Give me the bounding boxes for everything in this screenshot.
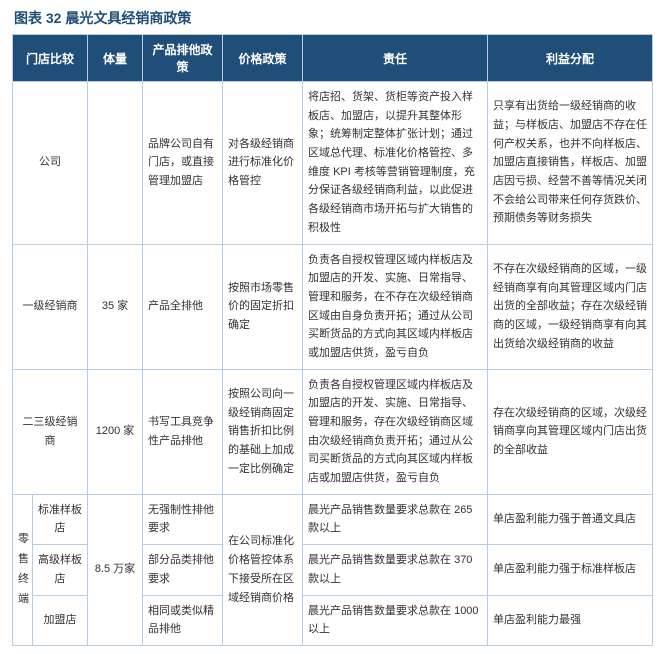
cell-level1-responsibility: 负责各自授权管理区域内样板店及加盟店的开发、实施、日常指导、管理和服务，在不存在… [303, 244, 488, 369]
cell-level23-volume: 1200 家 [88, 369, 143, 494]
cell-franchise-name: 加盟店 [33, 595, 88, 645]
cell-level23-price: 按照公司向一级经销商固定销售折扣比例的基础上加成一定比例确定 [223, 369, 303, 494]
cell-level23-product: 书写工具竞争性产品排他 [143, 369, 223, 494]
cell-standard-responsibility: 晨光产品销售数量要求总款在 265 款以上 [303, 494, 488, 544]
cell-franchise-responsibility: 晨光产品销售数量要求总款在 1000 以上 [303, 595, 488, 645]
cell-premium-responsibility: 晨光产品销售数量要求总款在 370 款以上 [303, 545, 488, 595]
header-price: 价格政策 [223, 35, 303, 82]
policy-table: 门店比较 体量 产品排他政策 价格政策 责任 利益分配 公司 品牌公司自有门店，… [12, 34, 653, 646]
header-store: 门店比较 [13, 35, 88, 82]
table-row: 公司 品牌公司自有门店，或直接管理加盟店 对各级经销商进行标准化价格管控 将店招… [13, 82, 653, 245]
cell-company-responsibility: 将店招、货架、货柜等资产投入样板店、加盟店，以提升其整体形象；统筹制定整体扩张计… [303, 82, 488, 245]
cell-standard-name: 标准样板店 [33, 494, 88, 544]
cell-retail-group: 零售终端 [13, 494, 33, 645]
cell-level1-volume: 35 家 [88, 244, 143, 369]
cell-company-product: 品牌公司自有门店，或直接管理加盟店 [143, 82, 223, 245]
cell-company-price: 对各级经销商进行标准化价格管控 [223, 82, 303, 245]
cell-premium-profit: 单店盈利能力强于标准样板店 [488, 545, 653, 595]
cell-franchise-product: 相同或类似精品排他 [143, 595, 223, 645]
header-profit: 利益分配 [488, 35, 653, 82]
cell-retail-volume: 8.5 万家 [88, 494, 143, 645]
cell-retail-price: 在公司标准化价格管控体系下接受所在区域经销商价格 [223, 494, 303, 645]
cell-company-name: 公司 [13, 82, 88, 245]
table-row: 二三级经销商 1200 家 书写工具竞争性产品排他 按照公司向一级经销商固定销售… [13, 369, 653, 494]
table-row: 零售终端 标准样板店 8.5 万家 无强制性排他要求 在公司标准化价格管控体系下… [13, 494, 653, 544]
cell-level1-price: 按照市场零售价的固定折扣确定 [223, 244, 303, 369]
cell-standard-product: 无强制性排他要求 [143, 494, 223, 544]
cell-level1-product: 产品全排他 [143, 244, 223, 369]
cell-company-profit: 只享有出货给一级经销商的收益；与样板店、加盟店不存在任何产权关系，也并不向样板店… [488, 82, 653, 245]
header-row: 门店比较 体量 产品排他政策 价格政策 责任 利益分配 [13, 35, 653, 82]
header-responsibility: 责任 [303, 35, 488, 82]
table-title: 图表 32 晨光文具经销商政策 [12, 8, 648, 28]
cell-franchise-profit: 单店盈利能力最强 [488, 595, 653, 645]
header-product: 产品排他政策 [143, 35, 223, 82]
cell-company-volume [88, 82, 143, 245]
cell-premium-product: 部分品类排他要求 [143, 545, 223, 595]
cell-level1-profit: 不存在次级经销商的区域，一级经销商享有向其管理区域内门店出货的全部收益；存在次级… [488, 244, 653, 369]
cell-level23-responsibility: 负责各自授权管理区域内样板店及加盟店的开发、实施、日常指导、管理和服务，存在次级… [303, 369, 488, 494]
cell-level23-name: 二三级经销商 [13, 369, 88, 494]
cell-standard-profit: 单店盈利能力强于普通文具店 [488, 494, 653, 544]
header-volume: 体量 [88, 35, 143, 82]
table-row: 一级经销商 35 家 产品全排他 按照市场零售价的固定折扣确定 负责各自授权管理… [13, 244, 653, 369]
cell-level1-name: 一级经销商 [13, 244, 88, 369]
cell-premium-name: 高级样板店 [33, 545, 88, 595]
cell-level23-profit: 存在次级经销商的区域，次级经销商享向其管理区域内门店出货的全部收益 [488, 369, 653, 494]
